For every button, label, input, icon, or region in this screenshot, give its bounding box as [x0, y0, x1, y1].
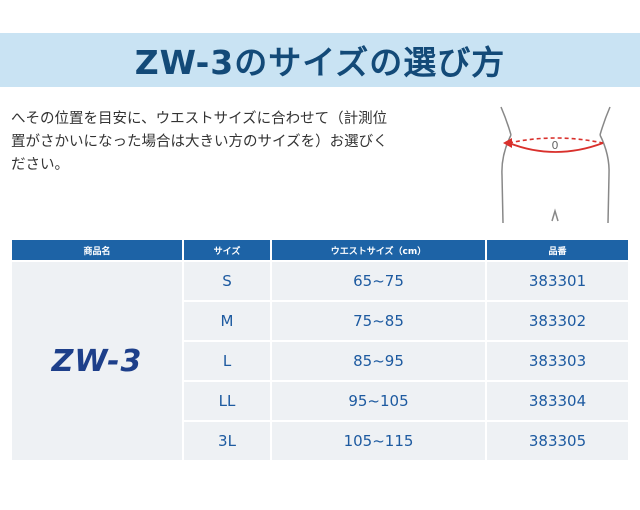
title-banner: ZW-3のサイズの選び方 — [0, 33, 640, 87]
code-cell: 383303 — [487, 342, 628, 380]
navel-mark: 0 — [552, 139, 559, 152]
waist-cell: 105~115 — [272, 422, 485, 460]
header-product-name: 商品名 — [12, 240, 182, 260]
size-cell: L — [184, 342, 270, 380]
code-cell: 383301 — [487, 262, 628, 300]
waist-cell: 65~75 — [272, 262, 485, 300]
table-row: M 75~85 383302 — [12, 302, 628, 340]
table-row: LL 95~105 383304 — [12, 382, 628, 420]
code-cell: 383304 — [487, 382, 628, 420]
size-cell: LL — [184, 382, 270, 420]
table-row: 3L 105~115 383305 — [12, 422, 628, 460]
table-row: L 85~95 383303 — [12, 342, 628, 380]
page-title: ZW-3のサイズの選び方 — [134, 43, 506, 82]
header-size: サイズ — [184, 240, 270, 260]
header-waist-size: ウエストサイズ（cm） — [272, 240, 485, 260]
size-chart-table: 商品名 サイズ ウエストサイズ（cm） 品番 ZW-3 S 65~75 3833… — [10, 238, 630, 462]
code-cell: 383302 — [487, 302, 628, 340]
size-cell: S — [184, 262, 270, 300]
code-cell: 383305 — [487, 422, 628, 460]
intro-line: へその位置を目安に、ウエストサイズに合わせて（計測位 — [11, 111, 388, 127]
size-cell: 3L — [184, 422, 270, 460]
intro-line: 置がさかいになった場合は大きい方のサイズを）お選びく — [11, 134, 388, 150]
header-product-code: 品番 — [487, 240, 628, 260]
product-name-cell: ZW-3 — [12, 262, 182, 460]
waist-cell: 95~105 — [272, 382, 485, 420]
waist-measurement-figure: 0 — [493, 105, 618, 227]
table-row: ZW-3 S 65~75 383301 — [12, 262, 628, 460]
product-name: ZW-3 — [51, 343, 143, 379]
intro-line: ださい。 — [11, 157, 69, 173]
waist-measurement-diagram-icon: 0 — [500, 106, 611, 224]
table-header-row: 商品名 サイズ ウエストサイズ（cm） 品番 — [12, 240, 628, 260]
waist-cell: 75~85 — [272, 302, 485, 340]
intro-text: へその位置を目安に、ウエストサイズに合わせて（計測位 置がさかいになった場合は大… — [11, 108, 491, 177]
waist-cell: 85~95 — [272, 342, 485, 380]
size-cell: M — [184, 302, 270, 340]
